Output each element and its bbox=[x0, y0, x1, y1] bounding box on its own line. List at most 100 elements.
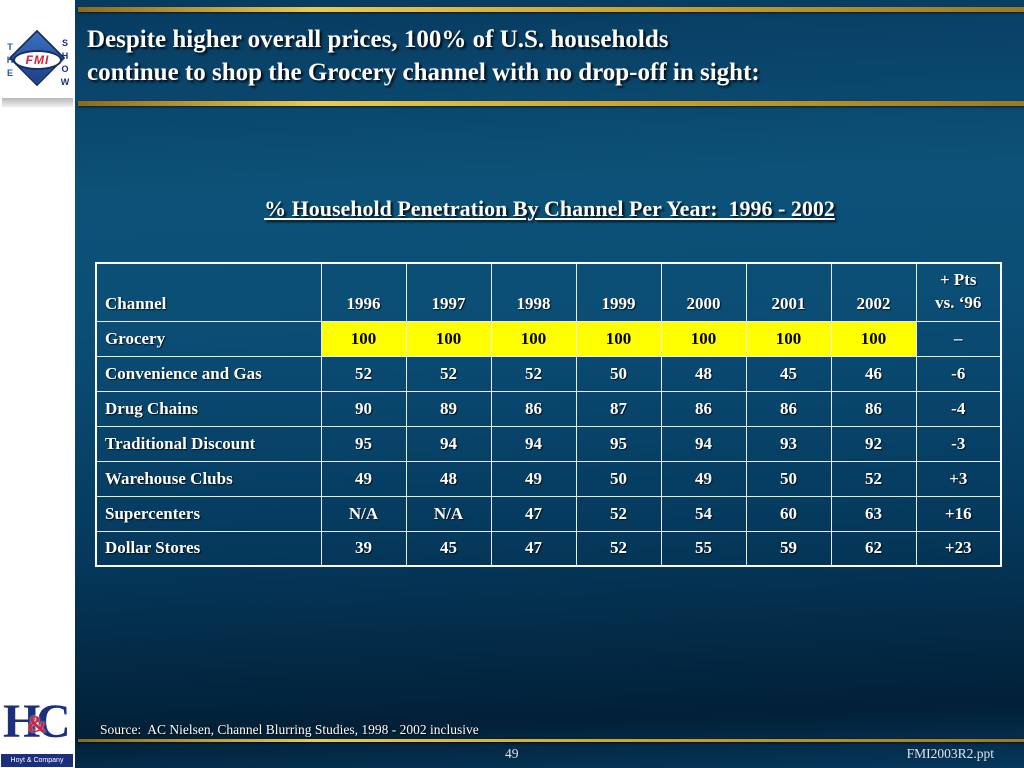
table-row: Drug Chains 90 89 86 87 86 86 86 -4 bbox=[95, 390, 1002, 427]
top-gold-rule bbox=[78, 7, 1024, 12]
hc-ampersand: & bbox=[27, 712, 47, 738]
column-header-1999: 1999 bbox=[575, 262, 662, 322]
value-cell: 52 bbox=[405, 355, 492, 392]
value-cell: 87 bbox=[575, 390, 662, 427]
fmi-oval-icon: FMI bbox=[13, 50, 62, 70]
delta-cell: +23 bbox=[915, 530, 1002, 567]
column-header-2002: 2002 bbox=[830, 262, 917, 322]
fmi-logo-the-text: THE bbox=[5, 42, 15, 81]
value-cell: 86 bbox=[490, 390, 577, 427]
table-row: Warehouse Clubs 49 48 49 50 49 50 52 +3 bbox=[95, 460, 1002, 497]
value-cell: 50 bbox=[575, 460, 662, 497]
table-row: Convenience and Gas 52 52 52 50 48 45 46 -6 bbox=[95, 355, 1002, 392]
fmi-logo-text: FMI bbox=[25, 53, 50, 67]
table-row: Dollar Stores 39 45 47 52 55 59 62 +23 bbox=[95, 530, 1002, 567]
footer-bar: 49 FMI2003R2.ppt bbox=[75, 744, 1024, 768]
value-cell: 47 bbox=[490, 530, 577, 567]
table-header: Channel 1996 1997 1998 1999 2000 2001 20… bbox=[95, 262, 1002, 322]
delta-cell: -6 bbox=[915, 355, 1002, 392]
value-cell: 89 bbox=[405, 390, 492, 427]
table-body: Grocery 100 100 100 100 100 100 100– Convenience… bbox=[95, 320, 1002, 567]
penetration-table: Channel 1996 1997 1998 1999 2000 2001 20… bbox=[95, 262, 1002, 567]
left-sidebar: THE FMI SHOW H & C Hoyt & Company bbox=[0, 0, 75, 768]
value-cell: 62 bbox=[830, 530, 917, 567]
column-header-1996: 1996 bbox=[320, 262, 407, 322]
value-cell: 86 bbox=[830, 390, 917, 427]
slide-title: Despite higher overall prices, 100% of U… bbox=[87, 24, 1012, 89]
value-cell: 52 bbox=[320, 355, 407, 392]
channel-cell: Grocery bbox=[95, 320, 322, 357]
column-header-channel: Channel bbox=[95, 262, 322, 322]
value-cell: 49 bbox=[490, 460, 577, 497]
channel-cell: Traditional Discount bbox=[95, 425, 322, 462]
fmi-show-logo: THE FMI SHOW bbox=[0, 26, 75, 122]
column-header-2000: 2000 bbox=[660, 262, 747, 322]
value-cell: 50 bbox=[575, 355, 662, 392]
value-cell: 55 bbox=[660, 530, 747, 567]
value-cell: 52 bbox=[575, 495, 662, 532]
hc-letter-h: H bbox=[3, 695, 41, 748]
hc-letter-c: C bbox=[36, 695, 71, 748]
value-cell: 92 bbox=[830, 425, 917, 462]
fmi-logo-show-text: SHOW bbox=[60, 38, 70, 90]
channel-cell: Dollar Stores bbox=[95, 530, 322, 567]
table-row: Supercenters N/A N/A 47 52 54 60 63 +16 bbox=[95, 495, 1002, 532]
value-cell: 49 bbox=[660, 460, 747, 497]
slide-body: Despite higher overall prices, 100% of U… bbox=[75, 0, 1024, 768]
value-cell: 59 bbox=[745, 530, 832, 567]
value-cell: 52 bbox=[490, 355, 577, 392]
value-cell: 54 bbox=[660, 495, 747, 532]
value-cell: 60 bbox=[745, 495, 832, 532]
file-name: FMI2003R2.ppt bbox=[906, 746, 994, 761]
page-number: 49 bbox=[505, 746, 519, 761]
value-cell: 93 bbox=[745, 425, 832, 462]
header-row: Channel 1996 1997 1998 1999 2000 2001 20… bbox=[95, 262, 1002, 322]
column-header-1998: 1998 bbox=[490, 262, 577, 322]
value-cell: 100 bbox=[405, 320, 492, 357]
value-cell: 39 bbox=[320, 530, 407, 567]
value-cell: 95 bbox=[320, 425, 407, 462]
table-heading: % Household Penetration By Channel Per Y… bbox=[264, 196, 835, 221]
value-cell: 63 bbox=[830, 495, 917, 532]
fmi-logo-shadow bbox=[2, 98, 73, 107]
delta-cell: -3 bbox=[915, 425, 1002, 462]
value-cell: 94 bbox=[490, 425, 577, 462]
channel-cell: Drug Chains bbox=[95, 390, 322, 427]
value-cell: 46 bbox=[830, 355, 917, 392]
value-cell: N/A bbox=[320, 495, 407, 532]
value-cell: 95 bbox=[575, 425, 662, 462]
footer-gold-rule bbox=[78, 739, 1024, 742]
value-cell: 86 bbox=[745, 390, 832, 427]
delta-cell: +16 bbox=[915, 495, 1002, 532]
table-row: Grocery 100 100 100 100 100 100 100– bbox=[95, 320, 1002, 357]
channel-cell: Convenience and Gas bbox=[95, 355, 322, 392]
delta-header-line2: vs. ‘96 bbox=[935, 293, 982, 313]
channel-cell: Supercenters bbox=[95, 495, 322, 532]
hoyt-company-logo: H & C Hoyt & Company bbox=[0, 695, 75, 768]
column-header-1997: 1997 bbox=[405, 262, 492, 322]
source-note: Source: AC Nielsen, Channel Blurring Stu… bbox=[100, 722, 479, 737]
value-cell: 94 bbox=[660, 425, 747, 462]
column-header-2001: 2001 bbox=[745, 262, 832, 322]
value-cell: 100 bbox=[660, 320, 747, 357]
value-cell: 52 bbox=[830, 460, 917, 497]
delta-cell: +3 bbox=[915, 460, 1002, 497]
value-cell: 100 bbox=[830, 320, 917, 357]
value-cell: 47 bbox=[490, 495, 577, 532]
value-cell: 48 bbox=[405, 460, 492, 497]
value-cell: 94 bbox=[405, 425, 492, 462]
column-header-delta: + Pts vs. ‘96 bbox=[915, 262, 1002, 322]
value-cell: 52 bbox=[575, 530, 662, 567]
value-cell: 48 bbox=[660, 355, 747, 392]
title-divider-gold-rule bbox=[78, 101, 1024, 106]
value-cell: 45 bbox=[405, 530, 492, 567]
delta-cell: – bbox=[915, 320, 1002, 357]
value-cell: 90 bbox=[320, 390, 407, 427]
table-row: Traditional Discount 95 94 94 95 94 93 92 -3 bbox=[95, 425, 1002, 462]
slide-title-line2: continue to shop the Grocery channel wit… bbox=[87, 58, 760, 86]
value-cell: 100 bbox=[320, 320, 407, 357]
value-cell: 86 bbox=[660, 390, 747, 427]
value-cell: 50 bbox=[745, 460, 832, 497]
channel-cell: Warehouse Clubs bbox=[95, 460, 322, 497]
value-cell: N/A bbox=[405, 495, 492, 532]
